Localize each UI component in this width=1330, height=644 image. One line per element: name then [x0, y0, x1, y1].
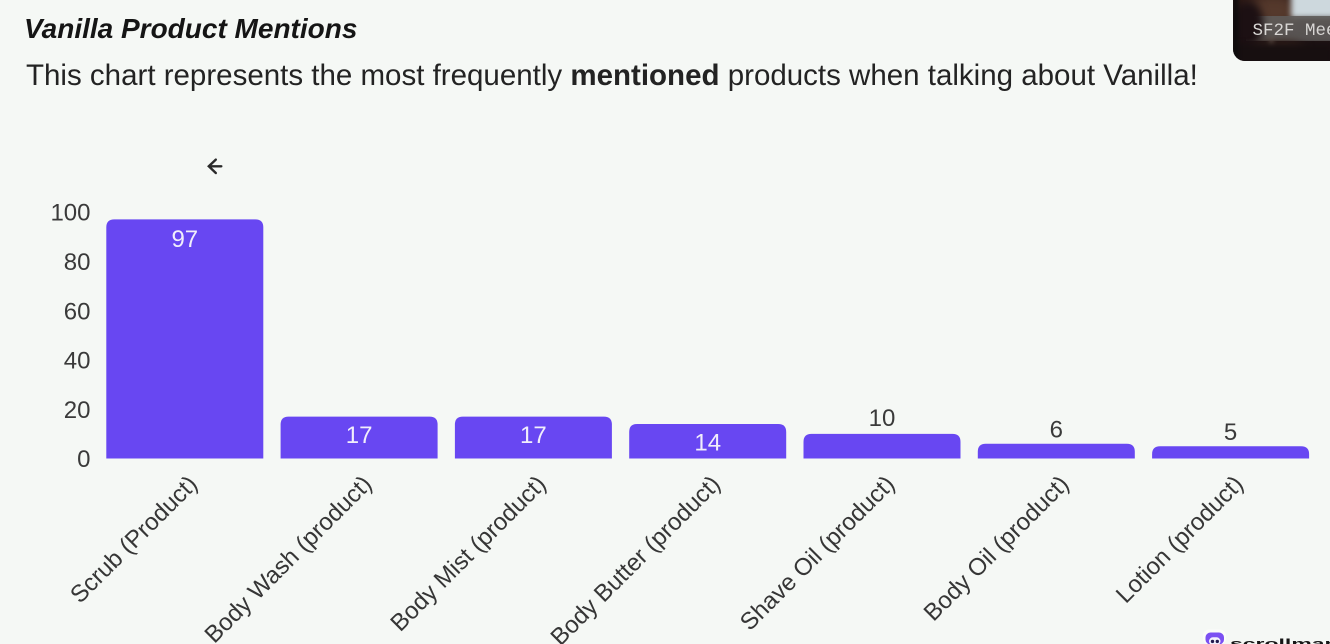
svg-text:97: 97 [171, 226, 198, 253]
svg-text:14: 14 [694, 430, 721, 457]
svg-text:Lotion (product): Lotion (product) [1111, 471, 1249, 609]
svg-text:Scrub (Product): Scrub (Product) [65, 471, 203, 609]
svg-text:0: 0 [77, 446, 90, 473]
svg-text:20: 20 [64, 397, 91, 424]
svg-text:scrollmark: scrollmark [1230, 637, 1330, 644]
svg-text:60: 60 [64, 298, 91, 325]
svg-text:Body Wash (product): Body Wash (product) [199, 471, 377, 644]
svg-text:Body Butter (product): Body Butter (product) [546, 471, 726, 644]
svg-text:Shave Oil (product): Shave Oil (product) [735, 471, 900, 636]
svg-text:6: 6 [1050, 417, 1063, 444]
svg-text:Body Mist (product): Body Mist (product) [385, 471, 551, 637]
svg-text:40: 40 [64, 348, 91, 375]
svg-text:100: 100 [50, 200, 90, 227]
svg-text:10: 10 [869, 405, 896, 432]
svg-text:17: 17 [520, 422, 547, 449]
svg-text:80: 80 [64, 249, 91, 276]
svg-text:Body Oil (product): Body Oil (product) [919, 471, 1075, 627]
svg-text:17: 17 [346, 422, 373, 449]
svg-text:5: 5 [1224, 419, 1237, 446]
